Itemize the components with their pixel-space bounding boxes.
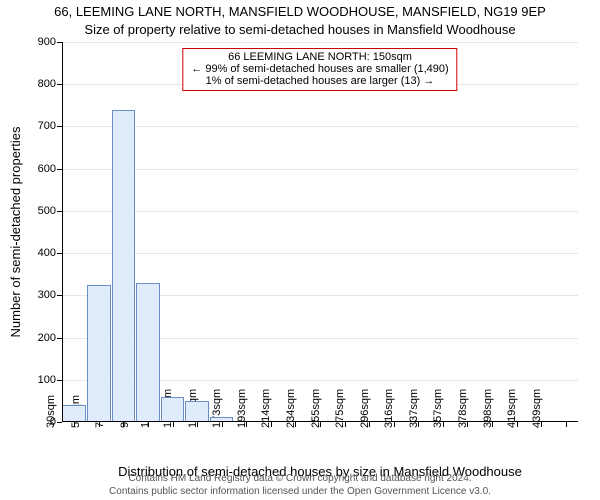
ytick-mark: [57, 169, 62, 170]
xtick-label: 357sqm: [432, 389, 444, 428]
xtick-label: 193sqm: [236, 389, 248, 428]
chart-plot-area: 66 LEEMING LANE NORTH: 150sqm ← 99% of s…: [62, 42, 578, 422]
gridline: [62, 211, 578, 212]
histogram-bar: [62, 405, 86, 422]
histogram-bar: [161, 397, 185, 422]
ytick-label: 100: [38, 374, 56, 386]
xtick-label: 419sqm: [506, 389, 518, 428]
ytick-mark: [57, 380, 62, 381]
gridline: [62, 42, 578, 43]
xtick-label: 296sqm: [359, 389, 371, 428]
xtick-label: 255sqm: [309, 389, 321, 428]
annotation-line1: 66 LEEMING LANE NORTH: 150sqm: [191, 51, 448, 63]
histogram-bar: [112, 110, 136, 422]
histogram-bar: [87, 285, 111, 422]
y-axis-label: Number of semi-detached properties: [8, 127, 23, 338]
ytick-mark: [57, 126, 62, 127]
footer-line2: Contains public sector information licen…: [0, 486, 600, 499]
ytick-mark: [57, 84, 62, 85]
xtick-label: 337sqm: [408, 389, 420, 428]
footer-line1: Contains HM Land Registry data © Crown c…: [0, 473, 600, 486]
histogram-bar: [185, 401, 209, 422]
histogram-bar: [136, 283, 160, 422]
gridline: [62, 169, 578, 170]
annotation-line2: ← 99% of semi-detached houses are smalle…: [191, 63, 448, 75]
ytick-label: 300: [38, 289, 56, 301]
ytick-mark: [57, 422, 62, 423]
ytick-mark: [57, 295, 62, 296]
xtick-mark: [566, 422, 567, 427]
ytick-mark: [57, 42, 62, 43]
xtick-label: 173sqm: [211, 389, 223, 428]
ytick-mark: [57, 338, 62, 339]
xtick-label: 316sqm: [383, 389, 395, 428]
ytick-label: 600: [38, 163, 56, 175]
gridline: [62, 253, 578, 254]
ytick-mark: [57, 253, 62, 254]
xtick-label: 275sqm: [334, 389, 346, 428]
annotation-line3: 1% of semi-detached houses are larger (1…: [191, 75, 448, 87]
page-title-line1: 66, LEEMING LANE NORTH, MANSFIELD WOODHO…: [0, 4, 600, 19]
gridline: [62, 126, 578, 127]
histogram-bar: [210, 417, 234, 422]
ytick-label: 800: [38, 78, 56, 90]
xtick-label: 30sqm: [45, 395, 57, 428]
ytick-label: 700: [38, 120, 56, 132]
annotation-box: 66 LEEMING LANE NORTH: 150sqm ← 99% of s…: [182, 48, 457, 91]
xtick-label: 234sqm: [285, 389, 297, 428]
page-title-line2: Size of property relative to semi-detach…: [0, 22, 600, 37]
ytick-mark: [57, 211, 62, 212]
ytick-label: 500: [38, 205, 56, 217]
ytick-label: 400: [38, 247, 56, 259]
xtick-label: 398sqm: [481, 389, 493, 428]
ytick-label: 200: [38, 332, 56, 344]
footer: Contains HM Land Registry data © Crown c…: [0, 473, 600, 498]
xtick-label: 439sqm: [531, 389, 543, 428]
xtick-label: 378sqm: [457, 389, 469, 428]
ytick-label: 900: [38, 36, 56, 48]
xtick-label: 214sqm: [260, 389, 272, 428]
